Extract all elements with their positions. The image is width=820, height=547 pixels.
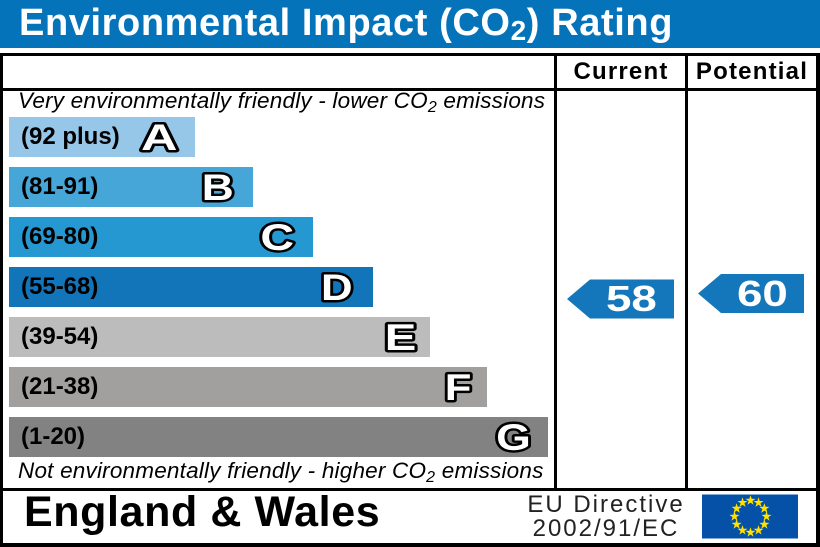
svg-text:58: 58	[606, 279, 657, 319]
svg-text:G: G	[496, 417, 531, 459]
svg-text:B: B	[202, 166, 234, 208]
svg-text:60: 60	[737, 274, 788, 314]
svg-text:D: D	[321, 266, 353, 308]
svg-text:A: A	[141, 117, 177, 158]
svg-text:F: F	[445, 366, 472, 408]
svg-text:C: C	[260, 217, 294, 258]
svg-text:E: E	[385, 318, 417, 359]
